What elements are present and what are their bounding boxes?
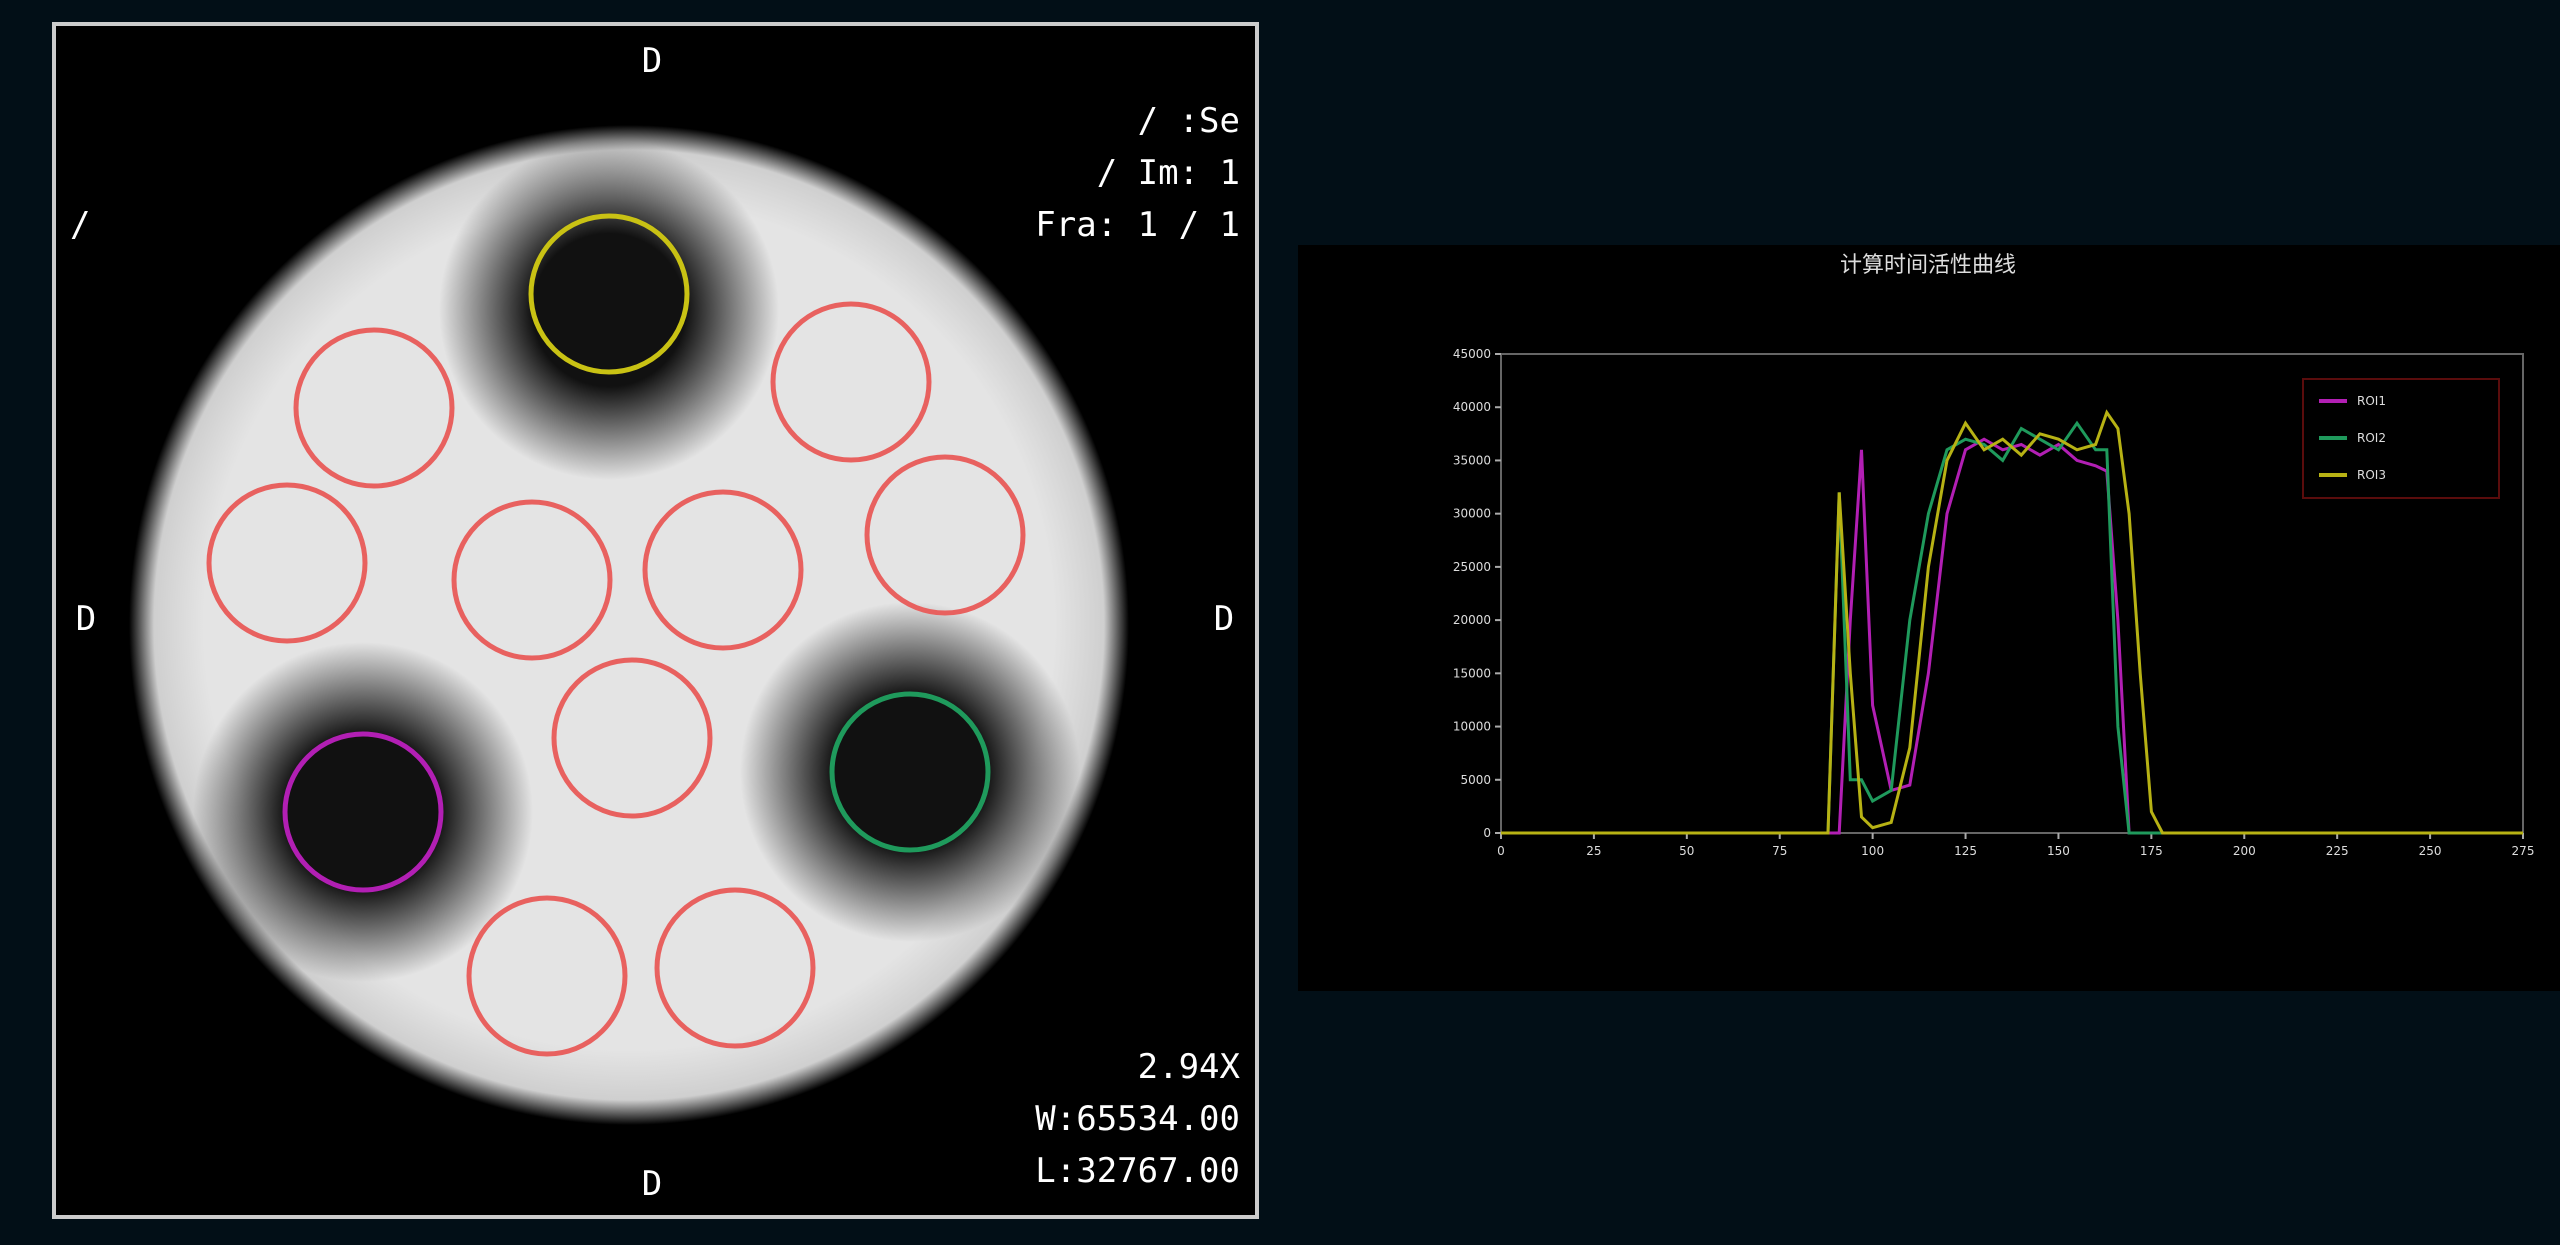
insert-dark (193, 642, 533, 982)
overlay-text: L:32767.00 (1035, 1151, 1240, 1191)
y-tick-label: 0 (1483, 826, 1491, 840)
roi-green[interactable] (829, 691, 991, 853)
x-tick-label: 175 (2140, 844, 2163, 858)
insert-dark (740, 602, 1080, 942)
overlay-text: W:65534.00 (1035, 1099, 1240, 1139)
legend-label: ROI2 (2357, 431, 2386, 445)
orientation-label: D (642, 41, 662, 81)
x-tick-label: 50 (1679, 844, 1694, 858)
overlay-text: / :Se (1138, 101, 1240, 141)
y-tick-label: 10000 (1453, 720, 1491, 734)
insert-dark (439, 140, 779, 480)
x-tick-label: 200 (2233, 844, 2256, 858)
orientation-label: D (642, 1164, 662, 1204)
roi[interactable] (642, 489, 804, 651)
x-tick-label: 25 (1586, 844, 1601, 858)
x-tick-label: 0 (1497, 844, 1505, 858)
legend-label: ROI3 (2357, 468, 2386, 482)
y-tick-label: 15000 (1453, 666, 1491, 680)
x-tick-label: 100 (1861, 844, 1884, 858)
y-tick-label: 30000 (1453, 507, 1491, 521)
series-line (1501, 409, 2523, 835)
x-tick-label: 75 (1772, 844, 1787, 858)
y-tick-label: 5000 (1460, 773, 1491, 787)
roi[interactable] (654, 887, 816, 1049)
roi[interactable] (293, 327, 455, 489)
roi[interactable] (551, 657, 713, 819)
plot-frame (1500, 353, 2524, 834)
overlay-text: / Im: 1 (1097, 153, 1240, 193)
image-viewer[interactable]: D D D D / :Se / Im: 1 Fra: 1 / 1 / 2.94X… (52, 22, 1259, 1219)
y-tick-label: 35000 (1453, 453, 1491, 467)
roi[interactable] (466, 895, 628, 1057)
roi-magenta[interactable] (282, 731, 444, 893)
overlay-text: / (70, 205, 90, 245)
roi[interactable] (451, 499, 613, 661)
y-tick-label: 40000 (1453, 400, 1491, 414)
y-tick-label: 45000 (1453, 347, 1491, 361)
orientation-label: D (76, 599, 96, 639)
chart-panel: 计算时间活性曲线 0 5000 10000 15000 20000 25000 30000 3… (1298, 245, 2560, 991)
roi-yellow[interactable] (528, 213, 690, 375)
legend-label: ROI1 (2357, 394, 2386, 408)
x-tick-label: 150 (2047, 844, 2070, 858)
x-tick-label: 125 (1954, 844, 1977, 858)
legend-box (2302, 378, 2500, 499)
overlay-text: Fra: 1 / 1 (1035, 205, 1240, 245)
roi[interactable] (864, 454, 1026, 616)
x-tick-label: 250 (2419, 844, 2442, 858)
overlay-text: 2.94X (1138, 1047, 1241, 1087)
roi[interactable] (770, 301, 932, 463)
y-tick-label: 25000 (1453, 560, 1491, 574)
roi[interactable] (206, 482, 368, 644)
roi-red-group (206, 301, 1026, 1057)
orientation-label: D (1214, 599, 1234, 639)
x-tick-label: 225 (2326, 844, 2349, 858)
chart-background (1298, 245, 2560, 991)
x-tick-label: 275 (2512, 844, 2535, 858)
y-tick-label: 20000 (1453, 613, 1491, 627)
chart-title: 计算时间活性曲线 (1840, 253, 2016, 278)
